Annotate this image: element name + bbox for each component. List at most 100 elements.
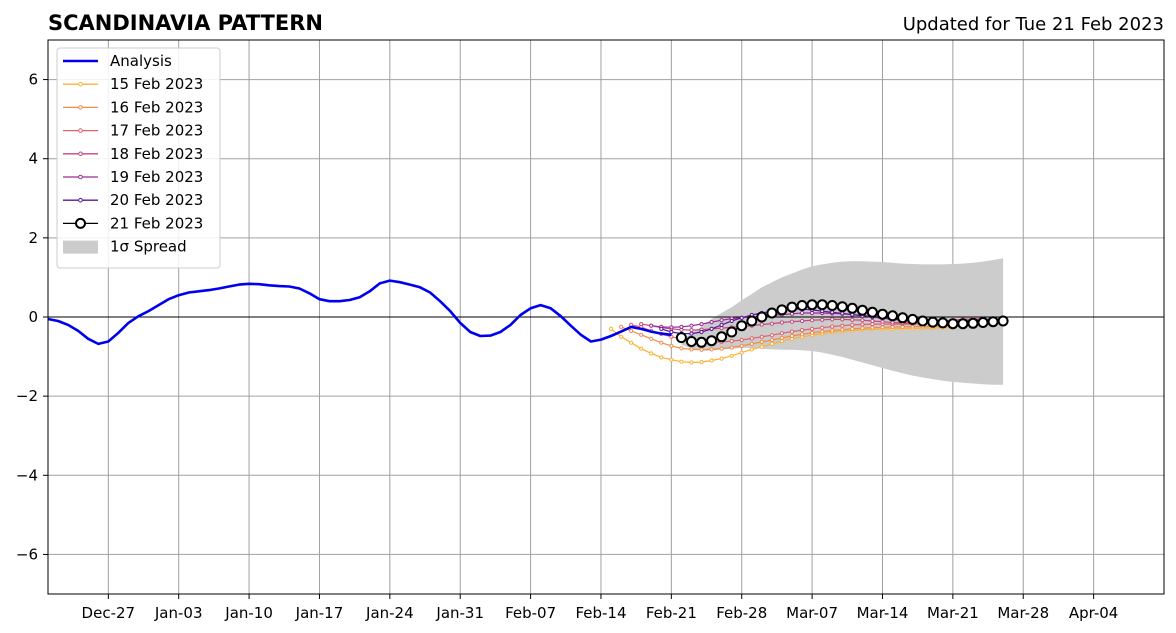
forecast-point [800, 310, 805, 316]
forecast-point [679, 359, 684, 364]
forecast-point [789, 311, 795, 316]
forecast-point [689, 347, 694, 352]
plot-area [47, 39, 1165, 595]
legend-marker [75, 217, 86, 229]
forecast-point [769, 333, 775, 338]
legend-item: 21 Feb 2023 [63, 214, 203, 232]
forecast-point [699, 322, 704, 327]
forecast-point [679, 346, 684, 351]
forecast-point [800, 332, 805, 337]
x-tick-label: Jan-31 [435, 604, 484, 622]
forecast-point [850, 326, 855, 331]
forecast-point [629, 340, 634, 345]
y-tick-label: 0 [28, 308, 38, 326]
forecast-point [830, 317, 835, 322]
forecast-point [810, 326, 815, 331]
forecast-point [689, 323, 694, 328]
forecast-point [669, 343, 674, 348]
forecast-point [800, 318, 805, 324]
forecast-point [789, 329, 795, 334]
legend: Analysis 15 Feb 2023 16 Feb 2023 17 Feb 202… [56, 47, 221, 269]
legend-item: 19 Feb 2023 [63, 168, 203, 186]
forecast-point [749, 336, 754, 341]
x-tick-label: Mar-28 [997, 604, 1049, 622]
forecast-point [699, 347, 704, 352]
y-tick-label: 4 [28, 150, 38, 168]
forecast-point [759, 339, 764, 344]
forecast-point [870, 318, 875, 324]
forecast-point [820, 317, 825, 322]
forecast-point [729, 318, 734, 324]
legend-item: 17 Feb 2023 [63, 122, 203, 140]
forecast-point [769, 337, 775, 343]
forecast-point [739, 350, 744, 355]
forecast-point [746, 315, 758, 327]
forecast-point [689, 331, 694, 336]
forecast-point [937, 317, 949, 329]
forecast-point [826, 300, 838, 311]
forecast-point [659, 355, 664, 360]
forecast-point [897, 312, 909, 324]
forecast-point [927, 316, 939, 328]
x-tick-label: Mar-21 [927, 604, 979, 622]
forecast-point [866, 306, 878, 318]
forecast-point [709, 358, 714, 363]
legend-marker [78, 128, 83, 133]
legend-marker [78, 197, 83, 203]
x-tick-label: Feb-21 [646, 604, 697, 622]
forecast-point [850, 317, 855, 322]
legend-label: 17 Feb 2023 [110, 122, 203, 140]
forecast-point [709, 320, 714, 325]
forecast-point [917, 315, 929, 327]
forecast-point [659, 326, 664, 331]
forecast-point [987, 316, 999, 328]
forecast-point [679, 324, 684, 329]
y-tick-label: 6 [28, 71, 38, 89]
x-tick-label: Jan-10 [224, 604, 273, 622]
forecast-point [887, 310, 898, 322]
forecast-point [696, 336, 707, 348]
x-tick-label: Dec-27 [82, 604, 136, 622]
forecast-point [699, 329, 704, 335]
forecast-point [820, 325, 825, 330]
spread-band-group [681, 258, 1004, 385]
forecast-point [619, 324, 624, 329]
legend-label: Analysis [110, 52, 172, 70]
legend-box [56, 47, 221, 269]
legend-marker [78, 81, 83, 87]
forecast-point [830, 310, 835, 315]
forecast-point [719, 318, 724, 323]
legend-label: 19 Feb 2023 [110, 168, 203, 186]
forecast-point [759, 344, 764, 349]
forecast-point [675, 332, 687, 344]
forecast-point [639, 332, 644, 337]
forecast-point [856, 304, 868, 316]
x-axis: Dec-27 Jan-03 Jan-10 Jan-17 Jan-24 Jan-31 Feb-… [82, 594, 1118, 622]
forecast-point [967, 317, 979, 329]
forecast-point [759, 322, 764, 327]
forecast-point [669, 329, 674, 335]
chart-updated-date: Updated for Tue 21 Feb 2023 [903, 14, 1164, 35]
chart-title: SCANDINAVIA PATTERN [48, 11, 323, 35]
forecast-point [729, 345, 734, 350]
forecast-point [779, 331, 785, 336]
forecast-point [957, 318, 969, 330]
y-tick-label: −4 [16, 466, 38, 484]
forecast-point [836, 301, 848, 313]
legend-marker [78, 174, 83, 180]
forecast-point [789, 333, 795, 339]
forecast-point [689, 360, 694, 365]
forecast-point [947, 318, 959, 330]
forecast-point [749, 347, 754, 352]
legend-label: 20 Feb 2023 [110, 191, 203, 209]
forecast-point [810, 318, 815, 323]
forecast-point [846, 302, 858, 314]
legend-marker [78, 105, 83, 110]
forecast-point [816, 299, 828, 311]
forecast-point [880, 319, 885, 324]
spread-band [681, 258, 1004, 385]
forecast-point [786, 301, 798, 313]
forecast-point [796, 300, 808, 311]
legend-label: 16 Feb 2023 [110, 98, 203, 116]
forecast-point [709, 347, 714, 352]
